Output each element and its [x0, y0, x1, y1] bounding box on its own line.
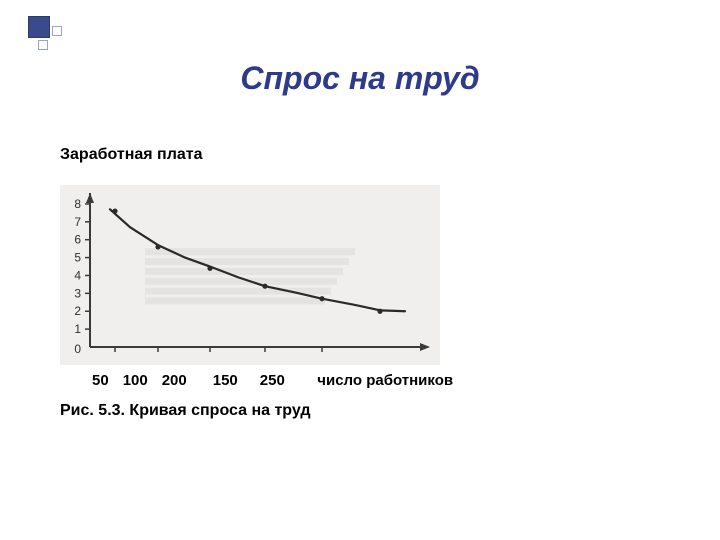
- svg-text:4: 4: [74, 268, 81, 282]
- corner-decoration: [28, 16, 68, 56]
- demand-chart: 1 2 3 4 5 6 7 8 0: [60, 185, 440, 365]
- x-axis-label: число работников: [317, 372, 453, 389]
- svg-text:1: 1: [74, 322, 81, 336]
- svg-text:0: 0: [74, 342, 81, 356]
- slide: Спрос на труд Заработная плата 1 2 3 4 5 6 7 8 0…: [0, 0, 720, 540]
- svg-text:5: 5: [74, 251, 81, 265]
- svg-text:7: 7: [74, 215, 81, 229]
- svg-text:3: 3: [74, 286, 81, 300]
- page-title: Спрос на труд: [0, 60, 720, 97]
- deco-square-large: [28, 16, 50, 38]
- x-axis-tick-labels: 50 100 200 150 250 число работников: [60, 372, 560, 390]
- x-tick-label: 150: [213, 372, 238, 389]
- xticks-holder: 50 100 200 150 250: [60, 372, 285, 389]
- x-tick-label: 100: [123, 372, 148, 389]
- svg-text:8: 8: [74, 197, 81, 211]
- x-tick-label: 200: [162, 372, 187, 389]
- deco-square-small-2: [38, 40, 48, 50]
- y-axis-label: Заработная плата: [60, 146, 203, 164]
- deco-square-small-1: [52, 26, 62, 36]
- svg-text:6: 6: [74, 233, 81, 247]
- x-tick-label: 50: [92, 372, 109, 389]
- figure-caption: Рис. 5.3. Кривая спроса на труд: [60, 402, 311, 420]
- chart-svg: 1 2 3 4 5 6 7 8 0: [60, 185, 440, 365]
- x-tick-label: 250: [260, 372, 285, 389]
- svg-text:2: 2: [74, 304, 81, 318]
